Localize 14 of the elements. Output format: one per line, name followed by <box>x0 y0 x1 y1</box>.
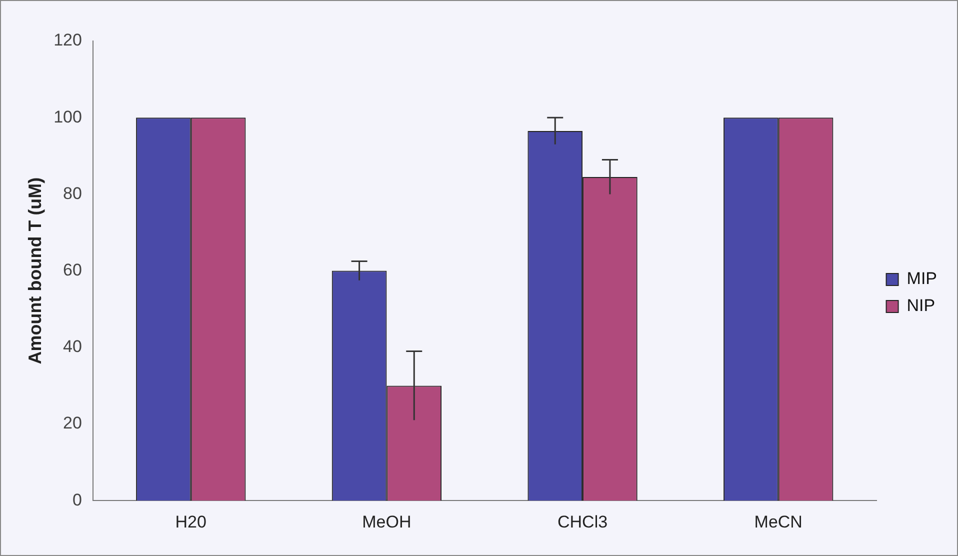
x-tick-label: MeOH <box>362 512 412 532</box>
legend-label: MIP <box>906 269 938 288</box>
y-tick-label: 100 <box>54 107 82 126</box>
y-tick-label: 0 <box>72 490 82 510</box>
legend-label: NIP <box>906 296 936 316</box>
y-tick-label: 40 <box>63 337 82 356</box>
y-axis-title: Amount bound T (uM) <box>24 177 45 364</box>
y-tick-label: 60 <box>63 260 82 280</box>
x-tick-label: CHCl3 <box>558 512 608 532</box>
y-tick-label: 80 <box>63 184 82 203</box>
y-tick-label: 20 <box>63 414 82 433</box>
x-tick-label: MeCN <box>754 512 802 532</box>
x-tick-label: H20 <box>175 512 206 532</box>
y-tick-label: 120 <box>54 30 82 50</box>
